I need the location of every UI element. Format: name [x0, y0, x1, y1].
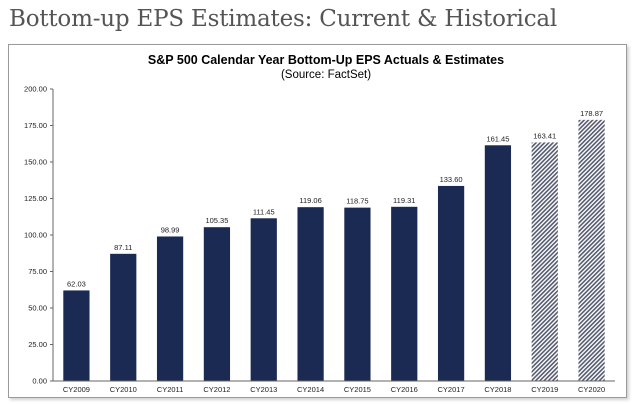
chart-subtitle: (Source: FactSet)	[281, 69, 371, 81]
y-tick-label: 200.00	[24, 85, 47, 94]
data-label-cy2017: 133.60	[440, 175, 463, 184]
y-axis: 0.00 25.00 50.00 75.00 100.00 125.00 150.00 175…	[24, 85, 54, 386]
bar-cy2016	[391, 206, 418, 381]
x-tick-label: CY2020	[578, 385, 605, 394]
bar-cy2010	[110, 253, 137, 381]
eps-bar-chart: S&P 500 Calendar Year Bottom-Up EPS Actu…	[24, 53, 615, 394]
bar-cy2015	[344, 207, 371, 381]
y-tick-label: 75.00	[28, 267, 47, 276]
chart-frame: S&P 500 Calendar Year Bottom-Up EPS Actu…	[8, 44, 627, 398]
bar-cy2011	[156, 236, 184, 381]
data-label-cy2019: 163.41	[533, 131, 556, 140]
bar-cy2019	[531, 142, 558, 381]
bar-cy2012	[203, 227, 231, 381]
x-tick-label: CY2010	[110, 385, 137, 394]
data-label-cy2018: 161.45	[486, 134, 509, 143]
y-tick-label: 175.00	[24, 121, 47, 130]
x-tick-label: CY2018	[484, 385, 511, 394]
x-tick-label: CY2014	[297, 385, 324, 394]
bar-cy2009	[63, 290, 90, 381]
data-label-cy2009: 62.03	[67, 279, 86, 288]
data-labels: 62.03 87.11 98.99 105.35 111.45 119.06 118.75 1…	[67, 109, 603, 289]
x-tick-label: CY2013	[250, 385, 277, 394]
data-label-cy2010: 87.11	[114, 243, 132, 252]
bar-cy2018	[484, 145, 512, 381]
data-label-cy2016: 119.31	[393, 196, 415, 205]
data-label-cy2015: 118.75	[346, 197, 368, 206]
page-title: Bottom-up EPS Estimates: Current & Histo…	[9, 6, 558, 32]
x-tick-label: CY2016	[391, 385, 418, 394]
bar-cy2020	[578, 119, 605, 382]
y-tick-label: 125.00	[24, 194, 47, 203]
y-tick-label: 0.00	[32, 377, 47, 386]
x-tick-label: CY2017	[438, 385, 465, 394]
chart-title: S&P 500 Calendar Year Bottom-Up EPS Actu…	[148, 53, 504, 67]
data-label-cy2014: 119.06	[299, 196, 321, 205]
bar-cy2014	[297, 207, 324, 381]
x-tick-label: CY2015	[344, 385, 371, 394]
bar-cy2013	[250, 218, 277, 381]
data-label-cy2012: 105.35	[205, 216, 228, 225]
x-axis: CY2009 CY2010 CY2011 CY2012 CY2013 CY2014 CY20…	[53, 380, 615, 394]
data-label-cy2020: 178.87	[580, 109, 603, 118]
bar-cy2017	[437, 185, 465, 381]
bars	[63, 119, 605, 382]
y-tick-label: 25.00	[28, 340, 47, 349]
x-tick-label: CY2009	[63, 385, 90, 394]
y-tick-label: 100.00	[24, 231, 47, 240]
x-tick-label: CY2019	[531, 385, 558, 394]
data-label-cy2013: 111.45	[253, 207, 275, 216]
y-tick-label: 150.00	[24, 158, 47, 167]
x-tick-label: CY2011	[157, 385, 184, 394]
data-label-cy2011: 98.99	[161, 225, 180, 234]
y-tick-label: 50.00	[28, 304, 47, 313]
x-tick-label: CY2012	[203, 385, 230, 394]
